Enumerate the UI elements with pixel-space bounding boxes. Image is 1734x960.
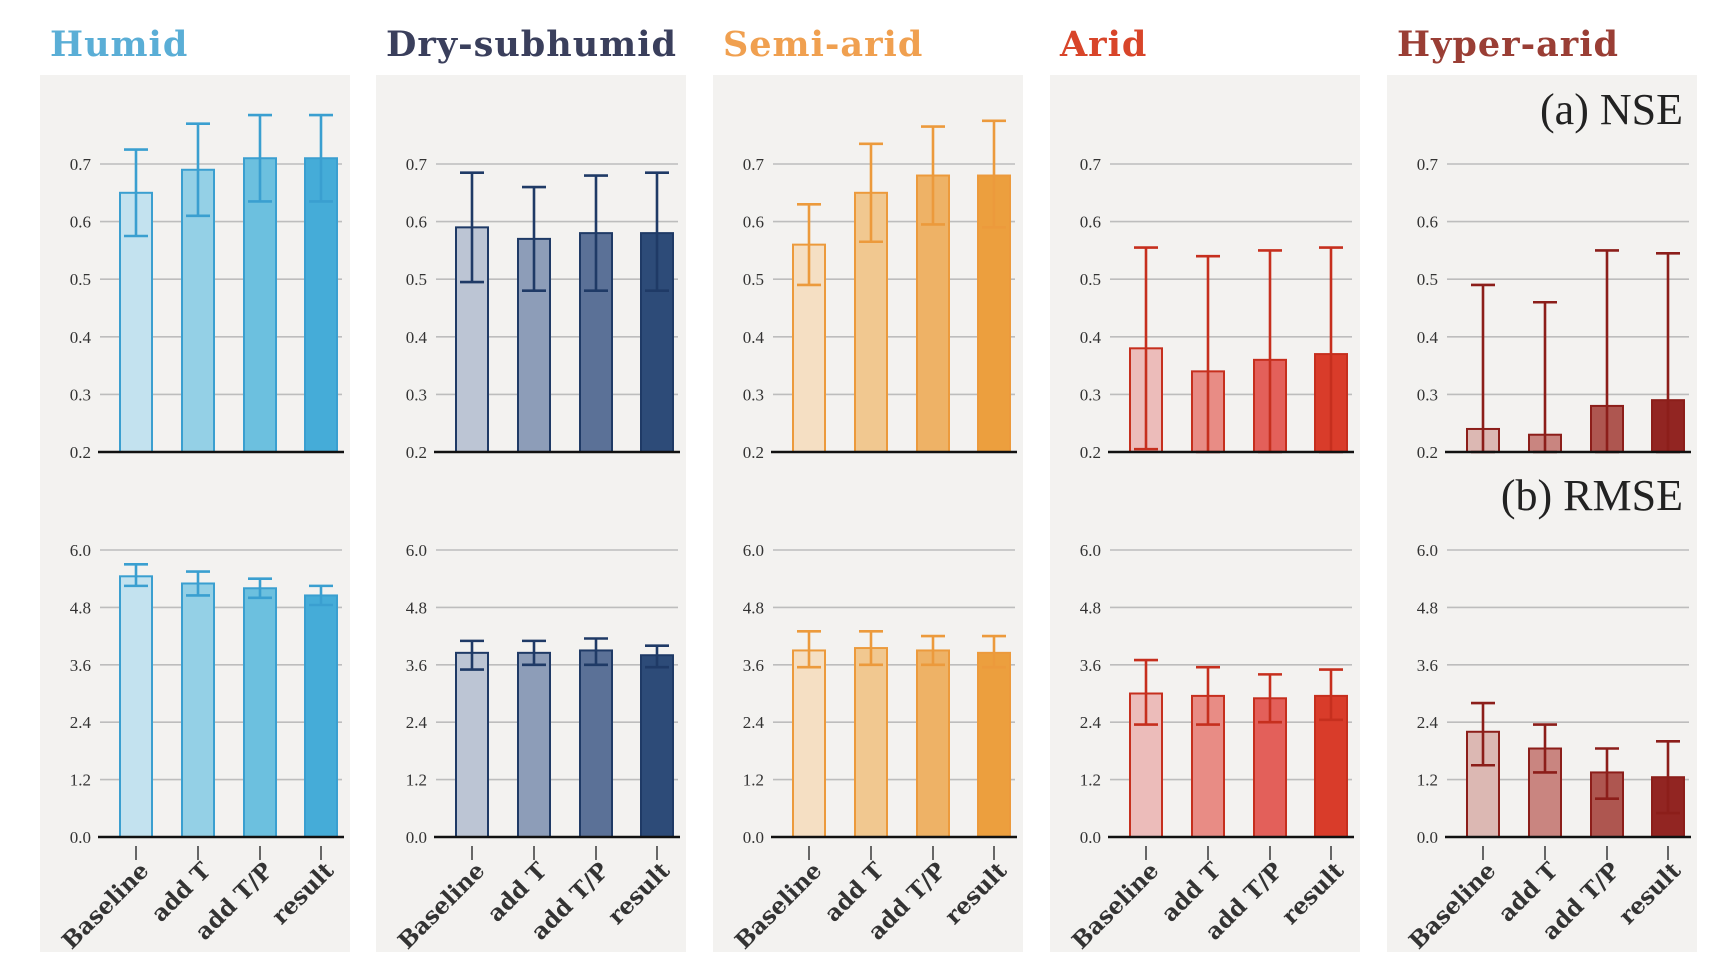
panel-semi-arid: Semi-arid 0.2 0.3 0.4 0.5 0.6 0.7 0.0 1.2 2.4 3.6 4… <box>713 24 1023 955</box>
y-tick-label: 0.5 <box>70 270 91 289</box>
nse-subplot: 0.2 0.3 0.4 0.5 0.6 0.7 <box>743 119 1017 462</box>
y-tick-label: 0.0 <box>406 828 427 847</box>
y-tick-label: 4.8 <box>406 598 427 617</box>
y-tick-label: 0.2 <box>1417 443 1438 462</box>
bar-rmse-add-t <box>517 651 551 839</box>
y-tick-label: 0.7 <box>743 155 765 174</box>
y-tick-label: 2.4 <box>743 713 765 732</box>
y-tick-label: 0.0 <box>70 828 91 847</box>
y-tick-label: 6.0 <box>406 541 427 560</box>
y-tick-label: 0.7 <box>1417 155 1439 174</box>
y-tick-label: 0.3 <box>743 385 764 404</box>
bar-rmse-add-t-p <box>916 649 950 839</box>
y-tick-label: 1.2 <box>70 771 91 790</box>
y-tick-label: 3.6 <box>70 656 91 675</box>
y-tick-label: 2.4 <box>406 713 428 732</box>
bar-rmse-baseline <box>455 651 489 839</box>
nse-subplot: 0.2 0.3 0.4 0.5 0.6 0.7 <box>70 113 344 462</box>
y-tick-label: 0.4 <box>743 328 765 347</box>
y-tick-label: 0.2 <box>743 443 764 462</box>
y-tick-label: 0.5 <box>743 270 764 289</box>
y-tick-label: 0.6 <box>1417 213 1438 232</box>
y-tick-label: 4.8 <box>1417 598 1438 617</box>
y-tick-label: 0.5 <box>406 270 427 289</box>
bar-rmse-result <box>640 654 674 838</box>
nse-subplot: 0.2 0.3 0.4 0.5 0.6 0.7 <box>1417 155 1691 462</box>
y-tick-label: 0.6 <box>743 213 764 232</box>
y-tick-label: 0.7 <box>406 155 428 174</box>
region-title: Dry-subhumid <box>386 24 677 65</box>
y-tick-label: 2.4 <box>1417 713 1439 732</box>
y-tick-label: 0.6 <box>406 213 427 232</box>
y-tick-label: 6.0 <box>743 541 764 560</box>
y-tick-label: 0.0 <box>743 828 764 847</box>
y-tick-label: 0.2 <box>70 443 91 462</box>
y-tick-label: 6.0 <box>1080 541 1101 560</box>
y-tick-label: 6.0 <box>70 541 91 560</box>
bar-rmse-add-t <box>854 647 888 839</box>
y-tick-label: 4.8 <box>743 598 764 617</box>
y-tick-label: 0.2 <box>1080 443 1101 462</box>
y-tick-label: 0.5 <box>1417 270 1438 289</box>
region-title: Humid <box>50 24 188 65</box>
y-tick-label: 4.8 <box>70 598 91 617</box>
y-tick-label: 0.0 <box>1080 828 1101 847</box>
y-tick-label: 0.4 <box>406 328 428 347</box>
panel-hyper-arid: Hyper-arid 0.2 0.3 0.4 0.5 0.6 0.7 0.0 1.2 2.4 3.6… <box>1387 24 1697 955</box>
bar-rmse-baseline <box>119 575 153 839</box>
y-tick-label: 0.5 <box>1080 270 1101 289</box>
y-tick-label: 0.0 <box>1417 828 1438 847</box>
panel-dry-subhumid: Dry-subhumid 0.2 0.3 0.4 0.5 0.6 0.7 0.0 1.2 2.4 3… <box>376 24 686 955</box>
bar-rmse-add-t-p <box>243 587 277 838</box>
y-tick-label: 0.6 <box>1080 213 1101 232</box>
y-tick-label: 0.4 <box>1080 328 1102 347</box>
metric-label-nse: (a) NSE <box>1540 85 1683 134</box>
y-tick-label: 0.4 <box>1417 328 1439 347</box>
region-title: Arid <box>1059 24 1147 65</box>
y-tick-label: 0.7 <box>70 155 92 174</box>
panel-humid: Humid 0.2 0.3 0.4 0.5 0.6 0.7 0.0 1.2 2.4 3.6 4.8 6.… <box>40 24 350 955</box>
y-tick-label: 0.3 <box>406 385 427 404</box>
y-tick-label: 0.3 <box>1417 385 1438 404</box>
bar-nse-result <box>304 157 338 454</box>
nse-subplot: 0.2 0.3 0.4 0.5 0.6 0.7 <box>1080 155 1354 462</box>
y-tick-label: 4.8 <box>1080 598 1101 617</box>
panel-arid: Arid 0.2 0.3 0.4 0.5 0.6 0.7 0.0 1.2 2.4 3.6 4.8 6.0… <box>1050 24 1360 955</box>
y-tick-label: 3.6 <box>743 656 764 675</box>
y-tick-label: 1.2 <box>1417 771 1438 790</box>
y-tick-label: 1.2 <box>1080 771 1101 790</box>
y-tick-label: 1.2 <box>406 771 427 790</box>
y-tick-label: 2.4 <box>1080 713 1102 732</box>
y-tick-label: 0.6 <box>70 213 91 232</box>
region-title: Hyper-arid <box>1397 24 1619 65</box>
bar-rmse-add-t <box>181 582 215 838</box>
y-tick-label: 0.7 <box>1080 155 1102 174</box>
bar-rmse-baseline <box>792 649 826 839</box>
y-tick-label: 0.4 <box>70 328 92 347</box>
y-tick-label: 6.0 <box>1417 541 1438 560</box>
y-tick-label: 0.3 <box>70 385 91 404</box>
y-tick-label: 3.6 <box>1417 656 1438 675</box>
bar-rmse-add-t-p <box>579 649 613 839</box>
bar-rmse-result <box>977 651 1011 839</box>
metric-label-rmse: (b) RMSE <box>1501 471 1683 520</box>
nse-subplot: 0.2 0.3 0.4 0.5 0.6 0.7 <box>406 155 680 462</box>
bar-rmse-result <box>304 594 338 838</box>
y-tick-label: 0.2 <box>406 443 427 462</box>
y-tick-label: 0.3 <box>1080 385 1101 404</box>
y-tick-label: 3.6 <box>406 656 427 675</box>
y-tick-label: 1.2 <box>743 771 764 790</box>
y-tick-label: 2.4 <box>70 713 92 732</box>
y-tick-label: 3.6 <box>1080 656 1101 675</box>
region-title: Semi-arid <box>723 24 923 65</box>
